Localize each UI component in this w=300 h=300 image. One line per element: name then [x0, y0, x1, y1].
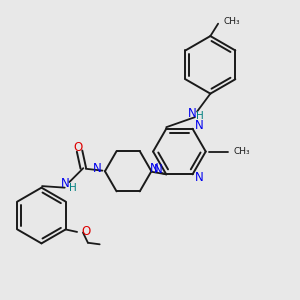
Text: N: N — [154, 163, 163, 176]
Text: N: N — [188, 107, 196, 120]
Text: O: O — [81, 225, 90, 239]
Text: N: N — [194, 171, 203, 184]
Text: N: N — [61, 177, 70, 190]
Text: O: O — [74, 141, 82, 154]
Text: N: N — [150, 162, 159, 175]
Text: CH₃: CH₃ — [234, 147, 250, 156]
Text: CH₃: CH₃ — [224, 17, 240, 26]
Text: N: N — [194, 119, 203, 133]
Text: N: N — [93, 162, 102, 175]
Text: H: H — [196, 111, 203, 121]
Text: H: H — [69, 183, 76, 193]
